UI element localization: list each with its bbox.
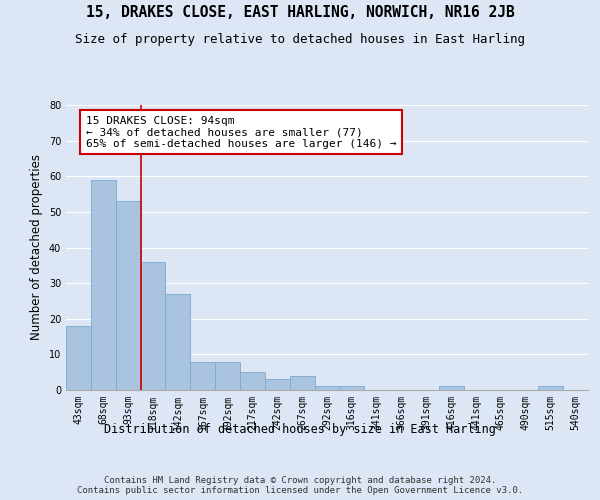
Bar [140, 262, 166, 390]
Bar [190, 362, 215, 390]
Bar [66, 326, 91, 390]
Bar [240, 372, 265, 390]
Text: Size of property relative to detached houses in East Harling: Size of property relative to detached ho… [75, 32, 525, 46]
Text: Contains HM Land Registry data © Crown copyright and database right 2024.
Contai: Contains HM Land Registry data © Crown c… [77, 476, 523, 495]
Bar [290, 376, 314, 390]
Bar [538, 386, 563, 390]
Text: 15 DRAKES CLOSE: 94sqm
← 34% of detached houses are smaller (77)
65% of semi-det: 15 DRAKES CLOSE: 94sqm ← 34% of detached… [86, 116, 397, 149]
Text: Distribution of detached houses by size in East Harling: Distribution of detached houses by size … [104, 422, 496, 436]
Text: 15, DRAKES CLOSE, EAST HARLING, NORWICH, NR16 2JB: 15, DRAKES CLOSE, EAST HARLING, NORWICH,… [86, 5, 514, 20]
Bar [439, 386, 464, 390]
Bar [215, 362, 240, 390]
Bar [91, 180, 116, 390]
Y-axis label: Number of detached properties: Number of detached properties [30, 154, 43, 340]
Bar [116, 201, 140, 390]
Bar [265, 380, 290, 390]
Bar [166, 294, 190, 390]
Bar [314, 386, 340, 390]
Bar [340, 386, 364, 390]
